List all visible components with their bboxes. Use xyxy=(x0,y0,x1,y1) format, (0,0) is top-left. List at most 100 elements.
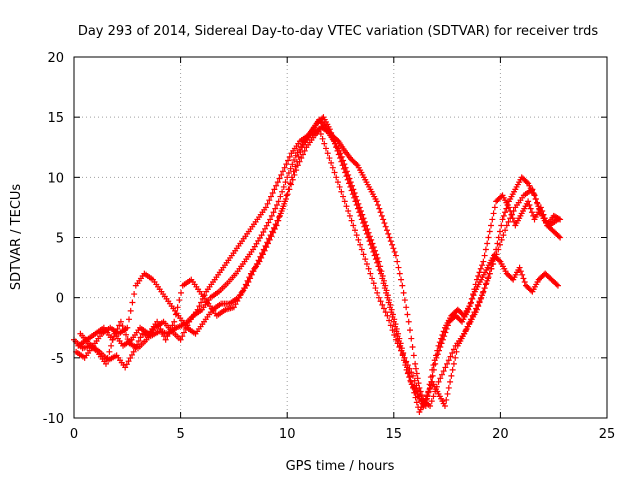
data-point xyxy=(353,232,360,239)
data-point xyxy=(333,174,340,181)
data-point xyxy=(379,273,386,280)
data-point xyxy=(398,347,405,354)
data-point xyxy=(380,305,387,312)
data-point xyxy=(355,200,362,207)
data-point xyxy=(491,256,498,263)
data-point xyxy=(481,252,488,259)
data-point xyxy=(442,329,449,336)
data-point xyxy=(476,298,483,305)
x-tick-label: 20 xyxy=(492,427,509,442)
x-tick-label: 15 xyxy=(386,427,403,442)
data-point xyxy=(519,271,526,278)
data-point xyxy=(438,340,445,347)
data-point xyxy=(400,289,407,296)
data-point xyxy=(341,161,348,168)
data-point xyxy=(116,322,123,329)
y-tick-label: 10 xyxy=(47,171,64,186)
data-point xyxy=(485,234,492,241)
data-point xyxy=(256,258,263,265)
data-point xyxy=(270,229,277,236)
grid xyxy=(74,57,607,418)
data-point xyxy=(364,226,371,233)
data-point xyxy=(351,189,358,196)
data-point xyxy=(276,214,283,221)
data-point xyxy=(323,145,330,152)
data-point xyxy=(288,181,295,188)
data-point xyxy=(329,164,336,171)
data-point xyxy=(448,372,455,379)
data-point xyxy=(287,165,294,172)
data-point xyxy=(270,209,277,216)
data-point xyxy=(396,344,403,351)
data-point xyxy=(405,318,412,325)
data-point xyxy=(375,258,382,265)
x-tick-label: 25 xyxy=(599,427,616,442)
data-point xyxy=(444,322,451,329)
data-point xyxy=(346,212,353,219)
data-point xyxy=(194,306,201,313)
data-point xyxy=(131,291,138,298)
data-point xyxy=(354,197,361,204)
data-point xyxy=(404,311,411,318)
data-point xyxy=(357,208,364,215)
data-point xyxy=(123,361,130,368)
data-point xyxy=(410,352,417,359)
data-point xyxy=(500,212,507,219)
data-point xyxy=(554,216,561,223)
data-point xyxy=(413,370,420,377)
plot-frame xyxy=(73,56,608,419)
data-point xyxy=(403,358,410,365)
data-point xyxy=(369,240,376,247)
data-point xyxy=(389,241,396,248)
data-point xyxy=(374,254,381,261)
data-point xyxy=(370,244,377,251)
data-point xyxy=(486,270,493,277)
data-point xyxy=(508,211,515,218)
data-point xyxy=(433,383,440,390)
data-point xyxy=(169,322,176,329)
data-point xyxy=(369,275,376,282)
data-point xyxy=(527,205,534,212)
data-point xyxy=(521,279,528,286)
data-point xyxy=(269,189,276,196)
data-point xyxy=(365,229,372,236)
data-point xyxy=(166,329,173,336)
data-point xyxy=(386,234,393,241)
data-point xyxy=(130,348,137,355)
data-point xyxy=(385,230,392,237)
data-point xyxy=(499,216,506,223)
data-point xyxy=(331,169,338,176)
data-point xyxy=(395,330,402,337)
data-point xyxy=(301,147,308,154)
data-point xyxy=(274,179,281,186)
data-point xyxy=(362,256,369,263)
data-point xyxy=(409,372,416,379)
data-point xyxy=(162,336,169,343)
data-point xyxy=(297,149,304,156)
data-point xyxy=(488,265,495,272)
data-point xyxy=(167,325,174,332)
data-point xyxy=(424,392,431,399)
data-point xyxy=(372,285,379,292)
data-point xyxy=(230,304,237,311)
data-point xyxy=(393,325,400,332)
data-point xyxy=(176,297,183,304)
data-point xyxy=(279,168,286,175)
data-point xyxy=(343,168,350,175)
data-point xyxy=(357,241,364,248)
y-tick-label: 20 xyxy=(47,51,64,66)
x-tick-label: 5 xyxy=(176,427,184,442)
data-point xyxy=(157,325,164,332)
data-point xyxy=(408,369,415,376)
data-point xyxy=(265,240,272,247)
data-point xyxy=(442,364,449,371)
data-point xyxy=(444,390,451,397)
data-point xyxy=(394,258,401,265)
data-point xyxy=(403,304,410,311)
data-point xyxy=(554,282,561,289)
data-point xyxy=(383,287,390,294)
data-point xyxy=(172,311,179,318)
data-point xyxy=(406,374,413,381)
data-point xyxy=(370,280,377,287)
data-point xyxy=(267,216,274,223)
